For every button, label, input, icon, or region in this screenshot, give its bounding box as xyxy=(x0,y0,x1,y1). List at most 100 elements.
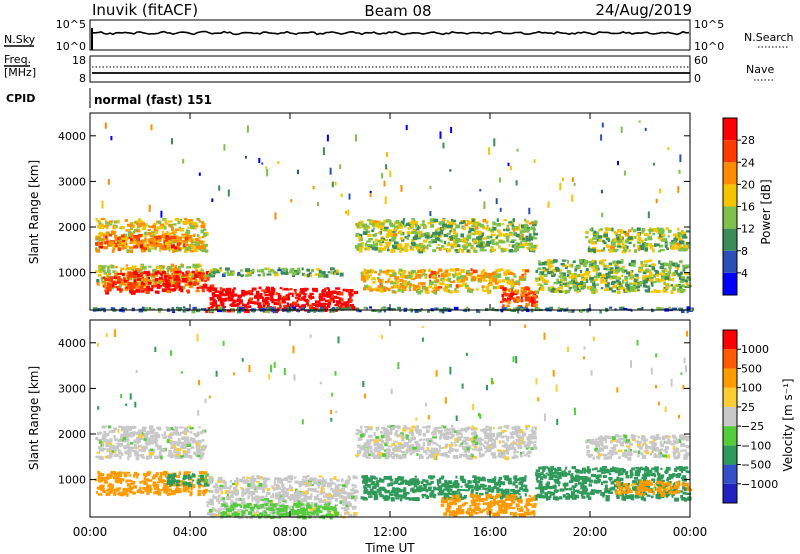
rti-cell xyxy=(521,240,527,243)
rti-cell xyxy=(106,476,109,480)
rti-cell xyxy=(153,274,159,277)
rti-cell xyxy=(629,285,633,290)
rti-cell xyxy=(136,267,139,271)
rti-cell xyxy=(150,441,154,445)
rti-cell xyxy=(194,241,200,246)
rti-cell xyxy=(380,236,384,239)
nave-tick-top: 60 xyxy=(694,54,708,67)
rti-cell xyxy=(570,263,574,268)
rti-cell xyxy=(625,282,628,285)
rti-cell xyxy=(386,248,390,252)
rti-cell xyxy=(402,272,405,276)
rti-cell xyxy=(261,483,266,487)
rti-cell xyxy=(134,471,138,475)
rti-cell xyxy=(491,242,496,245)
rti-cell xyxy=(539,283,542,287)
rti-cell xyxy=(632,229,637,233)
rti-cell xyxy=(289,494,295,497)
rti-cell xyxy=(322,289,327,293)
rti-cell xyxy=(241,476,246,479)
rti-cell xyxy=(616,290,621,295)
rti-cell xyxy=(256,480,260,483)
rti-cell xyxy=(524,272,527,276)
rti-cell xyxy=(658,278,662,283)
rti-cell xyxy=(665,227,669,231)
rti-cell xyxy=(397,271,401,275)
rti-cell xyxy=(532,222,537,226)
rti-cell xyxy=(659,234,663,238)
rti-cell xyxy=(453,228,456,231)
rti-cell xyxy=(166,287,170,291)
rti-cell xyxy=(417,276,422,279)
rti-cell xyxy=(547,261,550,265)
rti-cell xyxy=(523,226,529,230)
rti-cell xyxy=(297,169,299,175)
rti-cell xyxy=(255,486,260,490)
rti-cell xyxy=(421,244,426,248)
rti-cell xyxy=(285,509,288,512)
rti-cell xyxy=(239,300,243,304)
rti-cell xyxy=(607,268,611,271)
rti-cell xyxy=(237,294,242,299)
rti-cell xyxy=(636,241,641,244)
rti-cell xyxy=(115,234,118,239)
rti-cell xyxy=(561,259,567,262)
rti-cell xyxy=(624,244,627,248)
rti-cell xyxy=(506,225,509,228)
rti-cell xyxy=(611,281,615,285)
rti-cell xyxy=(420,233,425,237)
rti-cell xyxy=(493,279,498,283)
rti-cell xyxy=(458,272,462,275)
rti-cell xyxy=(211,198,214,202)
rti-cell xyxy=(206,501,209,504)
rti-cell xyxy=(196,218,201,221)
rti-cell xyxy=(113,275,118,279)
rti-cell xyxy=(522,237,526,241)
rti-cell xyxy=(209,296,215,301)
rti-cell xyxy=(346,501,351,505)
rti-cell xyxy=(589,276,594,281)
rti-cell xyxy=(562,276,567,279)
rti-cell xyxy=(617,234,621,237)
rti-cell xyxy=(615,269,621,273)
rti-cell xyxy=(195,225,198,230)
rti-cell xyxy=(186,482,191,486)
rti-cell xyxy=(330,267,335,271)
rti-cell xyxy=(453,242,457,246)
rti-cell xyxy=(683,233,687,237)
rti-cell xyxy=(318,303,322,307)
rti-cell xyxy=(491,246,494,250)
rti-cell xyxy=(435,236,440,241)
rti-cell xyxy=(140,246,146,250)
rti-cell xyxy=(186,443,192,447)
rti-cell xyxy=(664,241,668,245)
rti-cell xyxy=(447,243,452,246)
rti-cell xyxy=(369,450,373,453)
rti-cell xyxy=(197,451,201,454)
rti-cell xyxy=(605,244,610,248)
rti-cell xyxy=(633,281,638,285)
rti-cell xyxy=(359,233,363,238)
rti-cell xyxy=(225,508,230,512)
rti-cell xyxy=(421,269,425,272)
rti-cell xyxy=(462,282,467,286)
rti-cell xyxy=(634,249,637,253)
rti-cell xyxy=(226,309,231,313)
rti-cell xyxy=(133,221,137,224)
rti-cell xyxy=(340,478,344,482)
rti-cell xyxy=(127,281,133,285)
rti-cell xyxy=(260,513,264,517)
rti-cell xyxy=(117,442,120,447)
rti-cell xyxy=(102,434,107,438)
rti-cell xyxy=(448,221,454,225)
rti-cell xyxy=(411,239,415,243)
rti-cell xyxy=(179,455,185,458)
rti-cell xyxy=(376,289,380,292)
rti-cell xyxy=(98,233,102,238)
rti-cell xyxy=(182,450,187,453)
rti-cell xyxy=(153,228,158,232)
rti-cell xyxy=(270,291,275,296)
rti-cell xyxy=(362,287,367,291)
rti-cell xyxy=(611,243,616,247)
freq-panel-frame xyxy=(89,55,691,83)
